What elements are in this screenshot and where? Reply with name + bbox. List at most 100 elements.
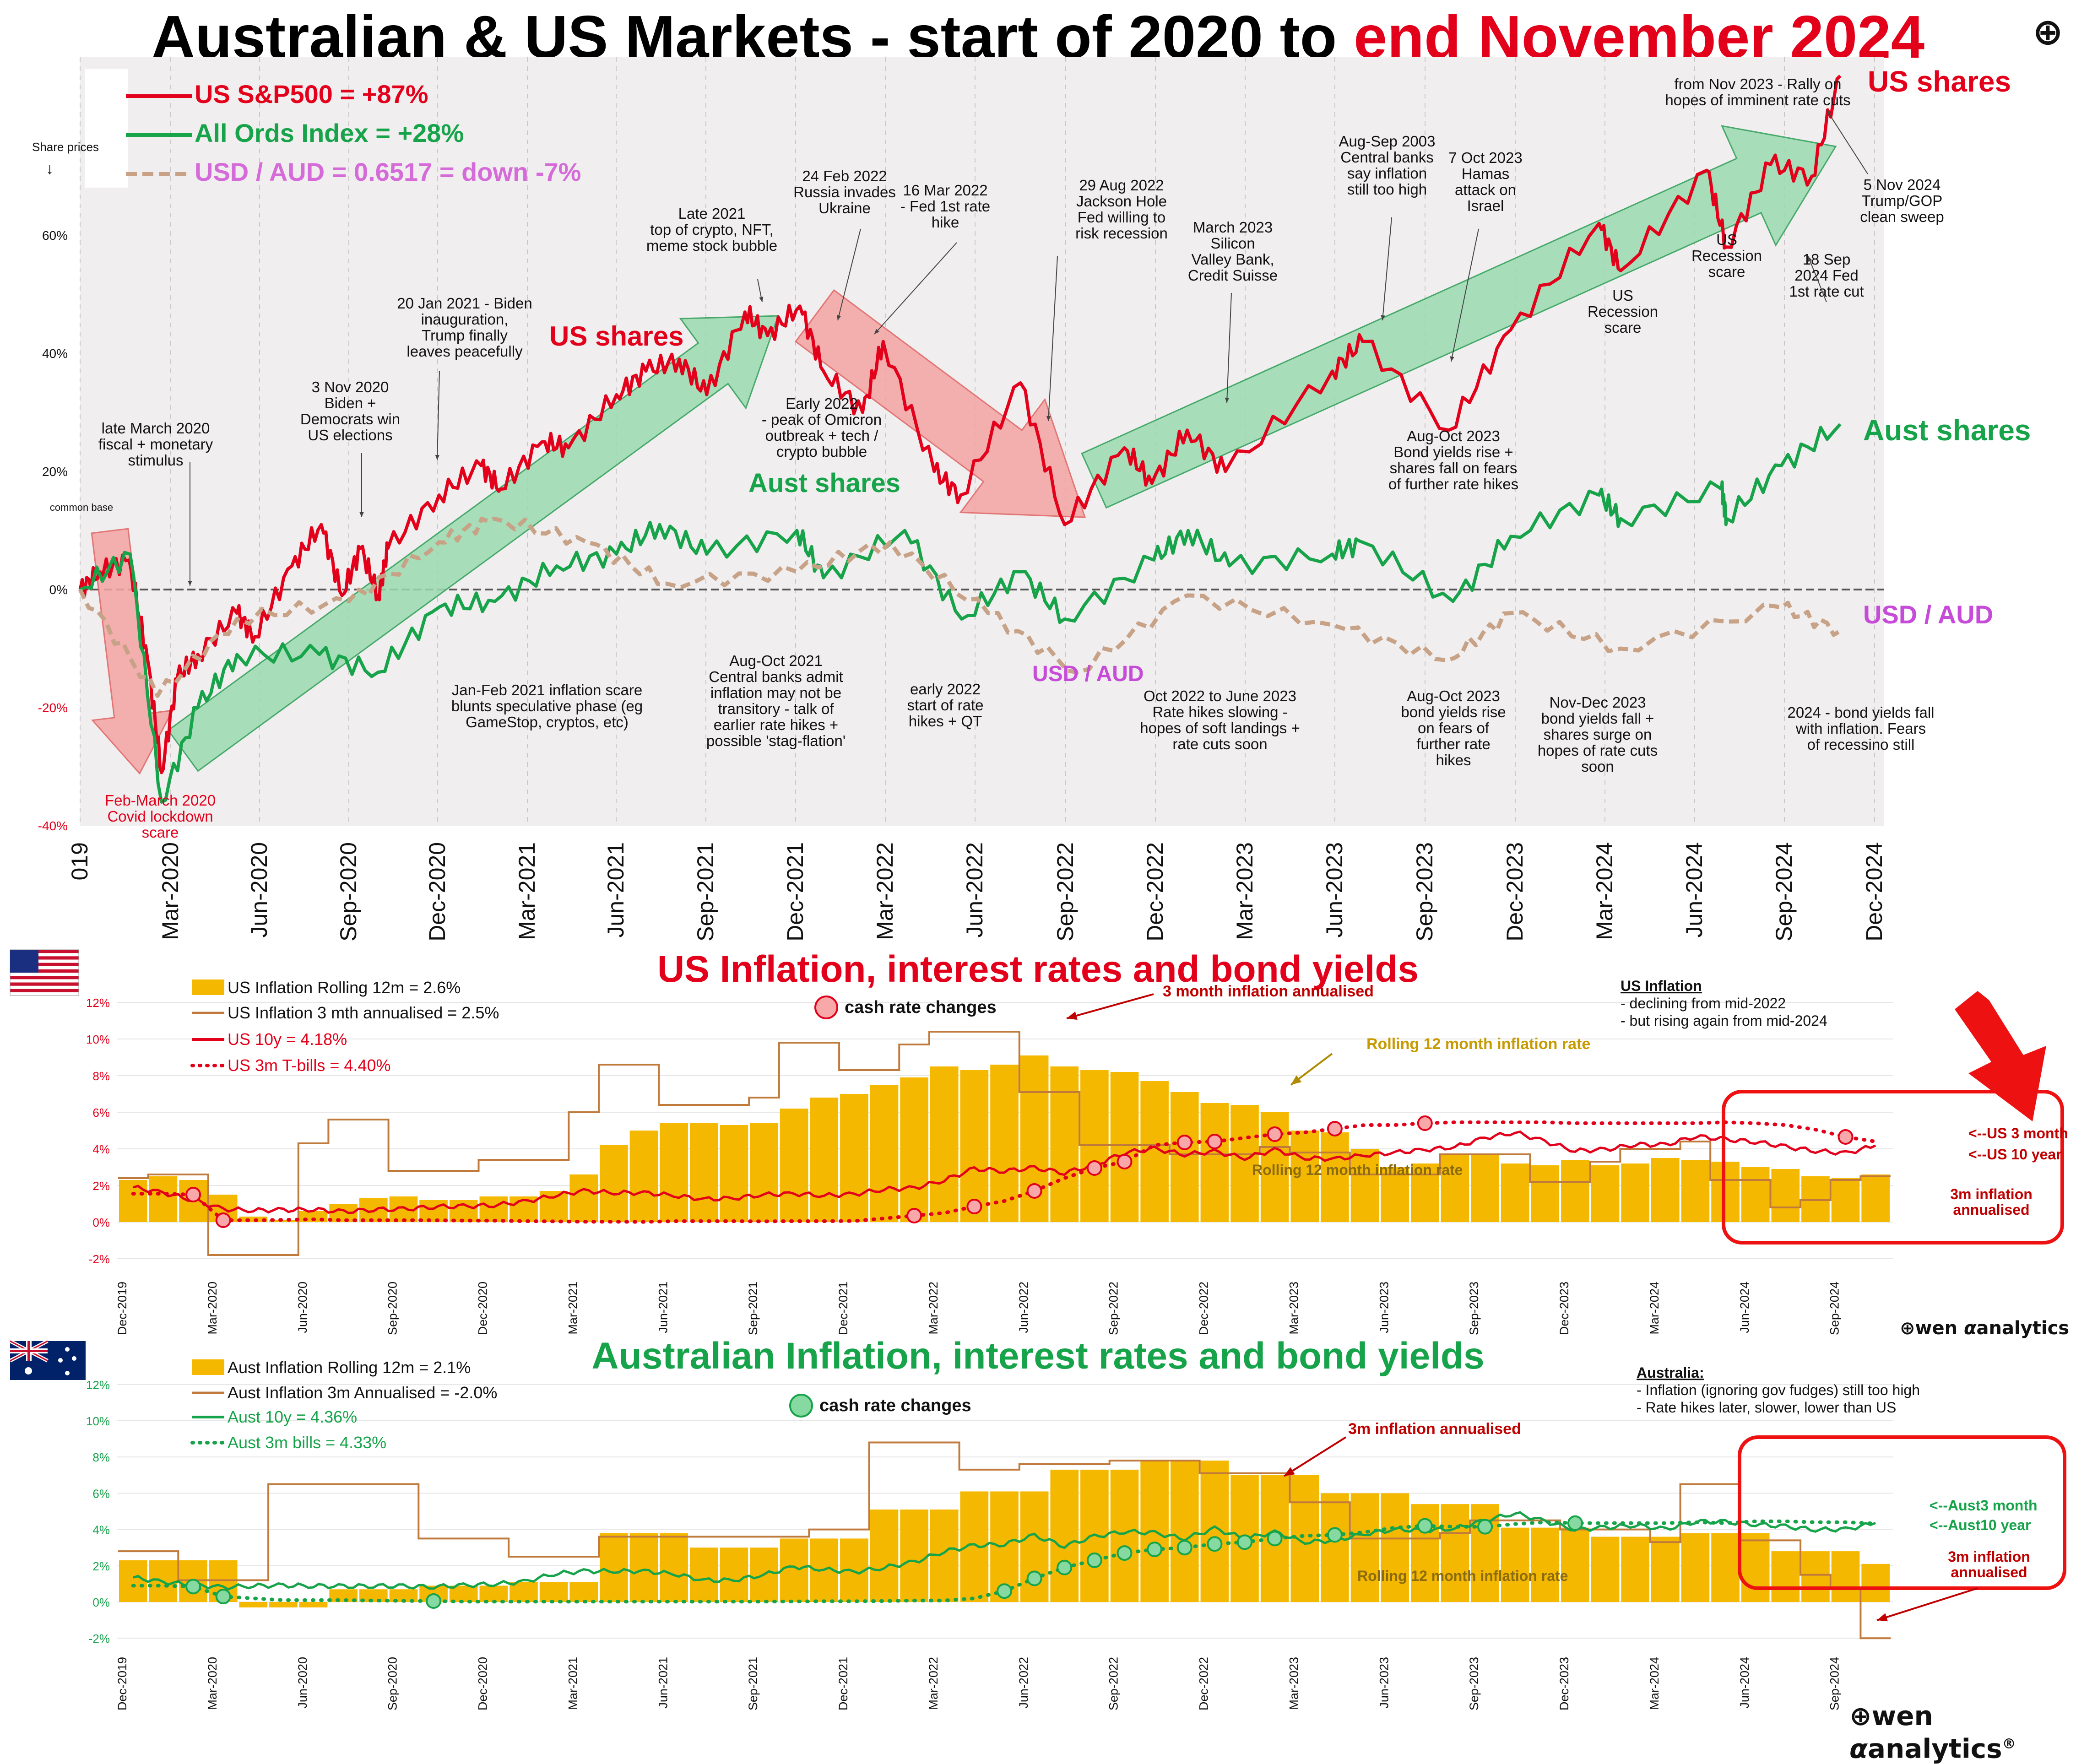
annotation-14-line: 1st rate cut [1789, 283, 1864, 300]
annotation-pointer-head [759, 297, 764, 302]
y-tick-label: 6% [92, 1106, 110, 1120]
cash-rate-change-marker [1147, 1542, 1163, 1558]
legend-cash-marker [789, 1394, 813, 1418]
top-x-tick-label: Dec-2020 [424, 842, 450, 942]
inflation-bar [1501, 1163, 1529, 1222]
annotation-13-line: US [1716, 231, 1737, 248]
annotation-pointer [1048, 256, 1058, 422]
inflation-bar [1561, 1527, 1589, 1602]
inflation-bar [479, 1196, 508, 1222]
inflation-bar [1681, 1533, 1710, 1602]
us-flag-stripe [10, 982, 79, 986]
cash-rate-change-marker [1417, 1115, 1433, 1131]
top-x-tick-label: Dec-2024 [1861, 842, 1887, 942]
annotation-pointer [874, 242, 957, 335]
annotation-3-line: leaves peacefully [407, 343, 523, 360]
annotation-10-line: 7 Oct 2023 [1448, 149, 1522, 166]
aus-ann-right-3m: <--Aust3 month [1930, 1497, 2038, 1514]
aus-flag-icon [9, 1339, 86, 1380]
inflation-bar [1651, 1158, 1680, 1222]
x-tick-label: Mar-2024 [1648, 1657, 1661, 1710]
us-ann-rolling-arrow-head [1291, 1075, 1302, 1085]
top-y-tick-label: 0% [49, 583, 68, 597]
top-x-tick-label: Sep-2023 [1412, 842, 1437, 942]
x-tick-label: Jun-2023 [1377, 1282, 1391, 1333]
inflation-bar [1321, 1132, 1349, 1222]
x-tick-label: Sep-2024 [1828, 1657, 1842, 1710]
inflation-bar [1591, 1537, 1620, 1602]
inflation-bar [1831, 1178, 1860, 1222]
annotation-4-line: Late 2021 [678, 205, 746, 222]
us-flag-stripe [10, 950, 79, 953]
inflation-bar [900, 1510, 928, 1602]
annotation-14-line: 2024 Fed [1794, 267, 1858, 284]
annotation-7-line: risk recession [1075, 225, 1168, 242]
legend-label: US Inflation Rolling 12m = 2.6% [228, 978, 461, 997]
annotation-18-line: Jan-Feb 2021 inflation scare [452, 682, 642, 698]
cash-rate-change-marker [1057, 1559, 1073, 1575]
annotation-16-line: - peak of Omicron [762, 411, 882, 428]
logo-bottom-text: wen [1871, 1700, 1933, 1732]
inflation-bar [1501, 1527, 1529, 1602]
aus-ann-right-infl-line: 3m inflation [1948, 1548, 2030, 1565]
inflation-bar [569, 1174, 598, 1222]
annotation-25-line: Covid lockdown [107, 808, 213, 825]
cash-rate-change-marker [1176, 1540, 1192, 1556]
inflation-bar [1200, 1461, 1229, 1602]
annotation-23-line: soon [1581, 758, 1614, 775]
cash-rate-change-marker [1567, 1515, 1583, 1531]
annotation-19-line: possible 'stag-flation' [706, 732, 846, 749]
inflation-bar [1230, 1105, 1259, 1222]
inflation-bar [299, 1602, 328, 1607]
annotation-pointer-head [1225, 397, 1230, 403]
inflation-bar [780, 1109, 808, 1222]
inflation-bar [1741, 1533, 1770, 1602]
cash-rate-change-marker [1267, 1126, 1283, 1142]
annotation-1-line: late March 2020 [102, 420, 210, 437]
annotation-3-line: Trump finally [422, 327, 508, 344]
annotation-9-line: say inflation [1347, 165, 1427, 182]
x-tick-label: Jun-2022 [1017, 1282, 1030, 1333]
top-x-tick-label: Mar-2020 [157, 842, 183, 940]
inflation-bar [810, 1098, 839, 1222]
notes-line: - declining from mid-2022 [1621, 995, 1786, 1012]
inflation-bar [840, 1094, 868, 1222]
annotation-pointer [1226, 292, 1232, 403]
inflation-bar [900, 1077, 928, 1222]
annotation-5-line: Ukraine [818, 200, 871, 216]
x-tick-label: Mar-2020 [206, 1282, 219, 1335]
legend: US Inflation Rolling 12m = 2.6% US Inflat… [190, 978, 997, 1075]
notes-heading: US Inflation [1621, 978, 1702, 994]
annotation-25-line: scare [142, 824, 179, 841]
x-tick-label: Mar-2023 [1287, 1282, 1301, 1335]
y-tick-label: 12% [86, 996, 110, 1010]
aus-flag-cross-red [10, 1350, 48, 1352]
annotation-18-line: GameStop, cryptos, etc) [466, 714, 629, 730]
x-tick-label: Mar-2022 [927, 1657, 940, 1710]
logo-bottom-text-2: analytics [1867, 1733, 2002, 1764]
y-tick-label: 10% [86, 1414, 110, 1428]
us-flag-stripe [10, 963, 79, 966]
inflation-bar [1771, 1551, 1800, 1602]
aus-ann-3m: 3m inflation annualised [1348, 1420, 1521, 1438]
y-tick-label: 6% [92, 1487, 110, 1500]
cash-rate-change-marker [1267, 1531, 1283, 1547]
legend-bg [85, 69, 128, 188]
inflation-bar [1651, 1537, 1680, 1602]
annotation-24-line: with inflation. Fears [1795, 720, 1926, 737]
x-tick-label: Jun-2021 [656, 1657, 670, 1709]
x-tick-label: Dec-2019 [115, 1282, 129, 1335]
inflation-bar [660, 1533, 688, 1602]
legend-cash-label: cash rate changes [845, 998, 997, 1017]
annotation-21-line: rate cuts soon [1172, 736, 1267, 752]
annotation-pointer [1382, 217, 1392, 321]
annotation-22-line: on fears of [1418, 720, 1490, 736]
legend-label: US S&P500 = +87% [195, 80, 428, 108]
inflation-bar [1110, 1469, 1139, 1602]
inflation-bar [1381, 1167, 1409, 1222]
